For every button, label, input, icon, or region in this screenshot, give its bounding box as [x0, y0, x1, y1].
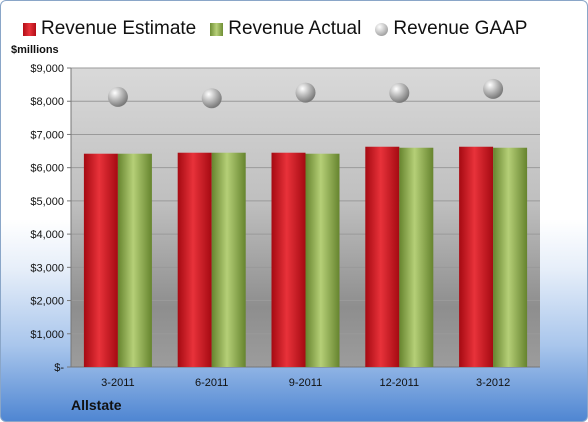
y-tick-label: $9,000	[30, 63, 64, 75]
bar-revenue-estimate	[83, 153, 118, 367]
legend-label-actual: Revenue Actual	[228, 18, 362, 39]
legend-label-estimate: Revenue Estimate	[41, 18, 197, 39]
legend: Revenue Estimate Revenue Actual Revenue …	[23, 17, 527, 41]
y-tick-label: $2,000	[30, 296, 64, 308]
y-tick-label: $1,000	[30, 329, 64, 341]
y-tick-label: $6,000	[30, 163, 64, 175]
bar-revenue-estimate	[177, 152, 212, 367]
bar-revenue-actual	[399, 147, 434, 367]
bar-revenue-estimate	[271, 152, 306, 367]
legend-swatch-estimate	[23, 22, 36, 36]
legend-swatch-actual	[210, 22, 224, 36]
marker-revenue-gaap	[201, 88, 222, 109]
x-tick-label: 6-2011	[195, 377, 228, 389]
legend-item-actual: Revenue Actual	[210, 18, 361, 40]
x-tick-label: 9-2011	[289, 377, 322, 389]
company-name: Allstate	[71, 397, 122, 413]
marker-revenue-gaap	[107, 86, 128, 107]
y-tick-label: $5,000	[30, 196, 64, 208]
y-axis-unit-label: $millions	[11, 44, 59, 56]
y-tick-label: $3,000	[30, 262, 64, 274]
legend-item-gaap: Revenue GAAP	[375, 18, 527, 40]
y-tick-label: $4,000	[30, 229, 64, 241]
bar-revenue-actual	[305, 153, 340, 367]
marker-revenue-gaap	[483, 78, 504, 99]
marker-revenue-gaap	[389, 82, 410, 103]
legend-marker-gaap	[375, 22, 389, 36]
legend-item-estimate: Revenue Estimate	[23, 18, 196, 40]
x-tick-label: 12-2011	[380, 377, 420, 389]
x-tick-label: 3-2012	[476, 377, 510, 389]
y-tick-label: $8,000	[30, 96, 64, 108]
bar-revenue-actual	[117, 153, 152, 367]
marker-revenue-gaap	[295, 82, 316, 103]
bar-revenue-estimate	[365, 146, 400, 367]
y-tick-label: $7,000	[30, 129, 64, 141]
x-tick-label: 3-2011	[101, 377, 134, 389]
legend-label-gaap: Revenue GAAP	[393, 18, 528, 39]
bar-revenue-actual	[211, 152, 246, 367]
bar-revenue-actual	[493, 147, 528, 367]
y-tick-label: $-	[54, 362, 64, 374]
bar-revenue-estimate	[459, 146, 494, 367]
